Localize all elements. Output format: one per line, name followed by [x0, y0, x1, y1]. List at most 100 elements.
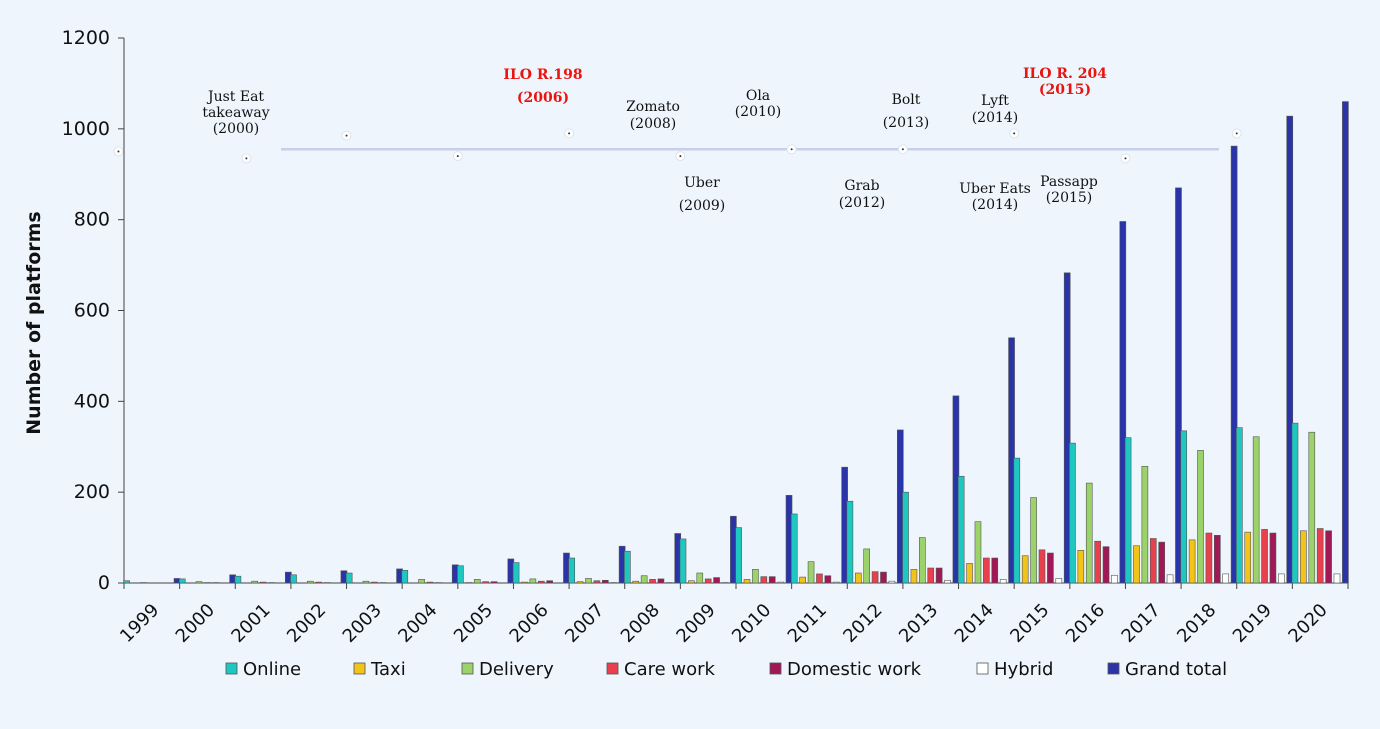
- annotation-line: Lyft: [981, 93, 1009, 109]
- x-tick-label: 2006: [506, 600, 553, 647]
- bar-delivery: [974, 521, 982, 584]
- annotation-ola-2010: Ola (2010): [735, 88, 782, 120]
- legend-swatch-online: [225, 662, 238, 675]
- timeline-dot-center: [1124, 157, 1127, 160]
- x-tick-label: 2016: [1062, 600, 1109, 647]
- legend-label-delivery: Delivery: [479, 659, 554, 680]
- bar-domestic-work: [1102, 546, 1110, 584]
- bar-taxi: [854, 572, 862, 584]
- bar-domestic-work: [1269, 532, 1277, 584]
- timeline-dot-center: [345, 134, 348, 137]
- bar-online: [568, 557, 576, 584]
- bar-hybrid: [1111, 574, 1118, 584]
- bar-delivery: [1141, 465, 1149, 584]
- bar-hybrid: [1055, 578, 1063, 584]
- bar-online: [234, 575, 242, 584]
- legend-label-hybrid: Hybrid: [994, 659, 1053, 680]
- legend-swatch-domestic-work: [769, 662, 782, 675]
- bar-grand-total: [1286, 115, 1294, 584]
- legend: Online Taxi Delivery Care work Domestic work…: [225, 659, 1227, 680]
- bar-online: [178, 578, 186, 584]
- bar-grand-total: [1175, 187, 1182, 584]
- annotation-line: ILO R. 204: [1023, 66, 1107, 82]
- bar-online: [846, 500, 854, 584]
- bar-domestic-work: [713, 577, 720, 584]
- bar-grand-total: [1230, 145, 1238, 584]
- bar-hybrid: [832, 581, 840, 584]
- legend-label-grand-total: Grand total: [1125, 659, 1227, 680]
- bar-domestic-work: [935, 567, 943, 584]
- annotation-line: (2010): [735, 104, 782, 120]
- annotation-just-eat-takeaway-2000: Just Eat takeaway (2000): [202, 89, 269, 137]
- bar-domestic-work: [657, 578, 665, 584]
- annotation-line: ILO R.198: [503, 67, 582, 83]
- bar-care-work: [593, 580, 601, 584]
- annotation-bolt-2013: Bolt (2013): [883, 92, 930, 131]
- bar-taxi: [521, 581, 528, 584]
- annotation-ilo-r-204-2015: ILO R. 204 (2015): [1023, 66, 1107, 98]
- bar-care-work: [315, 581, 323, 584]
- bar-delivery: [1197, 450, 1204, 584]
- bar-hybrid: [1333, 573, 1341, 584]
- bar-care-work: [983, 557, 990, 584]
- bar-online: [1124, 437, 1132, 584]
- x-tick-label: 2020: [1284, 600, 1331, 647]
- bar-care-work: [537, 580, 545, 584]
- annotation-line: (2014): [972, 110, 1019, 126]
- bar-online: [401, 569, 409, 584]
- timeline-dot-center: [1235, 132, 1238, 135]
- annotation-line: Just Eat: [206, 89, 264, 105]
- bar-delivery: [251, 580, 258, 584]
- y-tick-label: 200: [74, 481, 110, 503]
- annotation-zomato-2008: Zomato (2008): [626, 99, 680, 132]
- legend-swatch-delivery: [461, 662, 474, 675]
- bar-care-work: [871, 571, 879, 584]
- bar-online: [457, 565, 464, 584]
- bar-care-work: [760, 576, 768, 584]
- bar-care-work: [816, 573, 823, 584]
- bar-care-work: [371, 581, 378, 584]
- y-tick-label: 600: [74, 300, 110, 322]
- bar-taxi: [1021, 555, 1029, 584]
- annotation-line: (2008): [630, 116, 677, 132]
- annotation-line: Zomato: [626, 99, 680, 115]
- bars-layer: [123, 101, 1349, 584]
- annotation-line: Passapp: [1040, 174, 1098, 190]
- annotation-ilo-r-198-2006: ILO R.198 (2006): [503, 67, 582, 106]
- x-tick-label: 2015: [1006, 600, 1053, 647]
- bar-care-work: [1205, 532, 1213, 584]
- bar-domestic-work: [1214, 535, 1221, 584]
- bar-care-work: [1149, 538, 1157, 584]
- annotation-line: Bolt: [892, 92, 921, 108]
- bar-hybrid: [1166, 574, 1174, 584]
- annotation-uber-2009: Uber (2009): [679, 175, 726, 214]
- bar-delivery: [362, 580, 370, 584]
- bar-taxi: [966, 563, 973, 584]
- annotation-line: Grab: [844, 178, 879, 194]
- legend-swatch-care-work: [606, 662, 619, 675]
- bar-hybrid: [1222, 573, 1230, 584]
- x-tick-label: 2017: [1118, 600, 1165, 647]
- bar-grand-total: [1342, 101, 1349, 584]
- bar-delivery: [1308, 431, 1316, 584]
- x-tick-label: 2009: [672, 600, 719, 647]
- annotation-line: (2000): [213, 121, 260, 137]
- x-tick-label: 1999: [116, 600, 163, 647]
- x-tick-label: 2019: [1229, 600, 1276, 647]
- timeline-dot-center: [245, 157, 248, 160]
- bar-taxi: [910, 569, 918, 584]
- x-tick-label: 2002: [283, 600, 330, 647]
- x-tick-label: 2001: [227, 600, 274, 647]
- bar-delivery: [1030, 497, 1037, 584]
- bar-online: [1013, 457, 1021, 584]
- annotation-passapp-2015: Passapp (2015): [1040, 174, 1098, 206]
- x-tick-label: 2010: [728, 600, 775, 647]
- bar-online: [790, 513, 798, 584]
- bar-delivery: [919, 537, 926, 584]
- timeline-dot-center: [679, 155, 682, 158]
- bar-hybrid: [888, 580, 896, 584]
- timeline-dot-center: [901, 148, 904, 151]
- annotation-line: Uber Eats: [959, 181, 1031, 197]
- annotation-line: (2015): [1039, 82, 1091, 98]
- bar-delivery: [863, 548, 870, 584]
